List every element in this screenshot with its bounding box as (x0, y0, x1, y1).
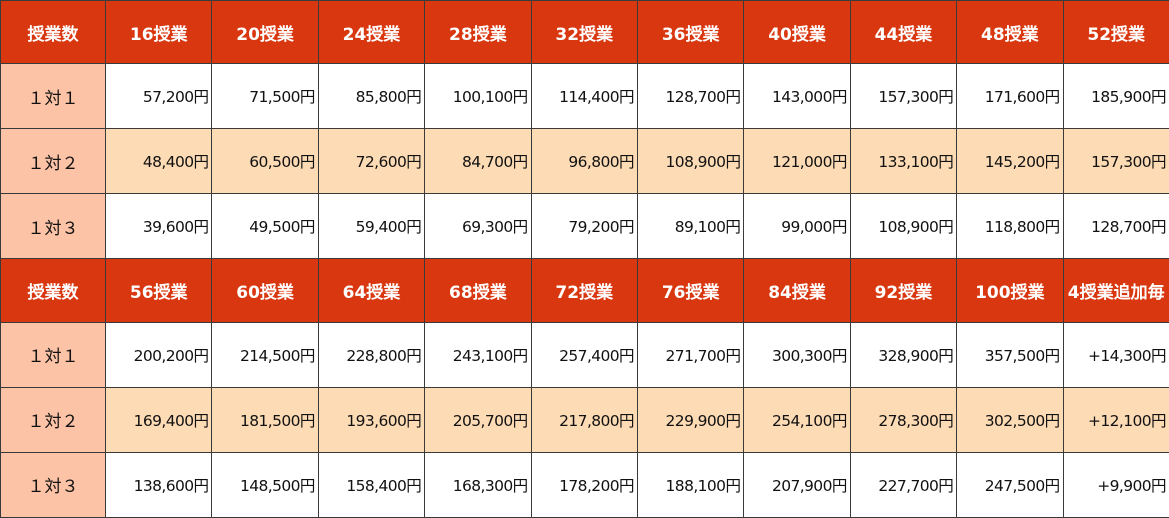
lesson-count-column-header: 16授業 (104, 0, 213, 65)
lesson-count-column-header: 32授業 (530, 0, 638, 65)
price-cell: 128,700円 (636, 63, 745, 130)
price-cell: 71,500円 (211, 63, 319, 130)
price-cell: 79,200円 (530, 193, 638, 260)
header-row: 授業数 16授業 20授業 24授業 28授業 32授業 36授業 40授業 44授業 48授業 5… (0, 0, 1169, 65)
price-cell: 138,600円 (104, 451, 213, 518)
lesson-count-column-header: 36授業 (636, 0, 745, 65)
lesson-count-column-header: 64授業 (317, 258, 426, 323)
lesson-count-column-header: 48授業 (956, 0, 1064, 65)
table-row: １対２ 48,400円 60,500円 72,600円 84,700円 96,800円 10… (0, 128, 1169, 195)
price-cell: 148,500円 (211, 451, 319, 518)
price-cell: 145,200円 (956, 128, 1064, 195)
lesson-count-column-header: 60授業 (211, 258, 319, 323)
lesson-count-column-header: 92授業 (849, 258, 958, 323)
price-cell: 207,900円 (743, 451, 851, 518)
price-cell: 59,400円 (317, 193, 426, 260)
price-cell: +14,300円 (1062, 321, 1169, 388)
price-cell: 188,100円 (636, 451, 745, 518)
price-cell: 99,000円 (743, 193, 851, 260)
price-cell: 57,200円 (104, 63, 213, 130)
price-cell: 121,000円 (743, 128, 851, 195)
price-cell: 108,900円 (849, 193, 958, 260)
price-cell: 143,000円 (743, 63, 851, 130)
ratio-label: １対１ (0, 321, 106, 388)
price-cell: 300,300円 (743, 321, 851, 388)
ratio-label: １対２ (0, 386, 106, 453)
lesson-count-column-header: 20授業 (211, 0, 319, 65)
price-cell: 168,300円 (424, 451, 532, 518)
price-cell: 214,500円 (211, 321, 319, 388)
lesson-count-column-header: 24授業 (317, 0, 426, 65)
price-cell: 278,300円 (849, 386, 958, 453)
price-cell: 89,100円 (636, 193, 745, 260)
lesson-count-header: 授業数 (0, 258, 106, 323)
price-cell: 157,300円 (1062, 128, 1169, 195)
price-cell: +9,900円 (1062, 451, 1169, 518)
price-cell: 181,500円 (211, 386, 319, 453)
price-cell: 328,900円 (849, 321, 958, 388)
price-cell: 200,200円 (104, 321, 213, 388)
ratio-label: １対１ (0, 63, 106, 130)
price-cell: 39,600円 (104, 193, 213, 260)
lesson-count-column-header: 28授業 (424, 0, 532, 65)
lesson-count-header: 授業数 (0, 0, 106, 65)
lesson-count-column-header: 100授業 (956, 258, 1064, 323)
price-cell: 108,900円 (636, 128, 745, 195)
price-cell: 100,100円 (424, 63, 532, 130)
table-row: １対３ 138,600円 148,500円 158,400円 168,300円 178,2… (0, 451, 1169, 518)
price-cell: 254,100円 (743, 386, 851, 453)
price-cell: 85,800円 (317, 63, 426, 130)
price-cell: 84,700円 (424, 128, 532, 195)
price-cell: 133,100円 (849, 128, 958, 195)
price-cell: 60,500円 (211, 128, 319, 195)
price-cell: 157,300円 (849, 63, 958, 130)
lesson-count-column-header: 40授業 (743, 0, 851, 65)
lesson-count-column-header: 4授業追加毎 (1062, 258, 1169, 323)
price-cell: 114,400円 (530, 63, 638, 130)
lesson-count-column-header: 72授業 (530, 258, 638, 323)
price-cell: 228,800円 (317, 321, 426, 388)
price-cell: 193,600円 (317, 386, 426, 453)
price-cell: 229,900円 (636, 386, 745, 453)
price-cell: +12,100円 (1062, 386, 1169, 453)
price-cell: 247,500円 (956, 451, 1064, 518)
header-row: 授業数 56授業 60授業 64授業 68授業 72授業 76授業 84授業 92授業 100授業… (0, 258, 1169, 323)
price-cell: 205,700円 (424, 386, 532, 453)
ratio-label: １対２ (0, 128, 106, 195)
price-cell: 357,500円 (956, 321, 1064, 388)
table-row: １対１ 200,200円 214,500円 228,800円 243,100円 257,4… (0, 321, 1169, 388)
price-cell: 169,400円 (104, 386, 213, 453)
price-cell: 178,200円 (530, 451, 638, 518)
price-cell: 128,700円 (1062, 193, 1169, 260)
lesson-count-column-header: 56授業 (104, 258, 213, 323)
price-cell: 72,600円 (317, 128, 426, 195)
price-cell: 118,800円 (956, 193, 1064, 260)
price-cell: 217,800円 (530, 386, 638, 453)
price-cell: 69,300円 (424, 193, 532, 260)
price-cell: 257,400円 (530, 321, 638, 388)
price-cell: 171,600円 (956, 63, 1064, 130)
table-row: １対３ 39,600円 49,500円 59,400円 69,300円 79,200円 89… (0, 193, 1169, 260)
lesson-count-column-header: 44授業 (849, 0, 958, 65)
lesson-count-column-header: 76授業 (636, 258, 745, 323)
price-cell: 48,400円 (104, 128, 213, 195)
price-cell: 227,700円 (849, 451, 958, 518)
ratio-label: １対３ (0, 193, 106, 260)
price-cell: 49,500円 (211, 193, 319, 260)
table-row: １対１ 57,200円 71,500円 85,800円 100,100円 114,400円… (0, 63, 1169, 130)
price-cell: 96,800円 (530, 128, 638, 195)
price-cell: 271,700円 (636, 321, 745, 388)
price-cell: 302,500円 (956, 386, 1064, 453)
price-cell: 158,400円 (317, 451, 426, 518)
lesson-count-column-header: 84授業 (743, 258, 851, 323)
ratio-label: １対３ (0, 451, 106, 518)
lesson-count-column-header: 52授業 (1062, 0, 1169, 65)
price-cell: 185,900円 (1062, 63, 1169, 130)
table-row: １対２ 169,400円 181,500円 193,600円 205,700円 217,8… (0, 386, 1169, 453)
lesson-count-column-header: 68授業 (424, 258, 532, 323)
price-cell: 243,100円 (424, 321, 532, 388)
